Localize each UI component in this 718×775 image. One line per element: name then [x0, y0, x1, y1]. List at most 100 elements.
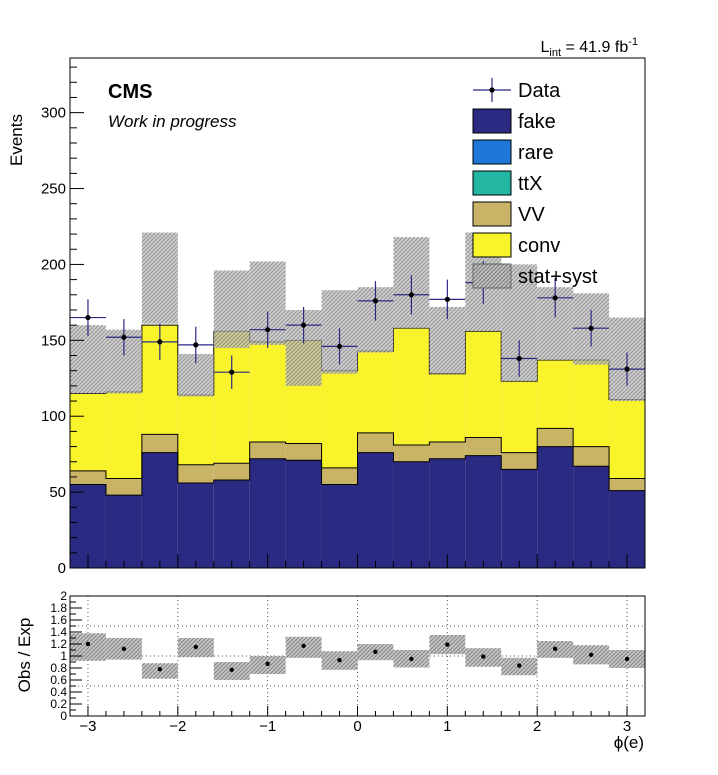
ratio-point-12	[517, 663, 522, 668]
y-tick-label: 300	[41, 105, 66, 122]
bar-fake-3	[177, 483, 214, 568]
bar-vv-8	[357, 432, 394, 453]
ratio-point-11	[481, 654, 486, 659]
legend-label: fake	[518, 111, 556, 133]
legend-data-marker	[489, 87, 495, 93]
bar-conv-13	[537, 360, 574, 429]
legend-swatch-fake	[472, 108, 512, 134]
ratio-point-1	[121, 646, 127, 651]
x-axis-label: ϕ(e)	[614, 733, 644, 752]
legend-label: rare	[518, 142, 554, 164]
legend-label: stat+syst	[518, 266, 598, 288]
bar-fake-8	[357, 452, 394, 568]
bar-fake-9	[393, 461, 430, 568]
ratio-y-tick-label: 1.2	[50, 637, 67, 651]
band-bin-2	[141, 232, 178, 324]
x-tick-label: 1	[443, 718, 451, 735]
ratio-point-4	[229, 667, 234, 672]
ratio-point-3	[193, 644, 198, 650]
bar-conv-3	[177, 394, 214, 465]
legend-label: ttX	[518, 173, 542, 195]
data-point-1	[121, 334, 127, 340]
data-point-3	[193, 342, 199, 348]
bar-vv-5	[249, 442, 286, 459]
bar-conv-9	[393, 328, 430, 446]
bar-vv-3	[177, 464, 214, 483]
bar-fake-11	[465, 455, 502, 568]
data-point-15	[624, 366, 630, 372]
data-point-8	[372, 298, 379, 304]
bar-conv-7	[321, 370, 358, 468]
bar-vv-9	[393, 445, 430, 462]
bar-fake-10	[429, 458, 466, 568]
ratio-point-0	[85, 641, 91, 647]
ratio-y-tick-label: 0.2	[50, 697, 67, 711]
y-axis-label: Events	[7, 114, 26, 166]
data-point-5	[265, 327, 271, 333]
x-tick-label: −1	[259, 718, 276, 735]
bar-vv-1	[105, 478, 142, 496]
bar-vv-13	[537, 428, 574, 447]
ratio-y-tick-label: 1.8	[50, 601, 67, 615]
bar-conv-12	[501, 381, 538, 453]
data-point-12	[516, 355, 522, 362]
work-in-progress-label: Work in progress	[108, 112, 237, 131]
legend-swatch-stat-syst	[472, 263, 512, 289]
bar-fake-7	[321, 484, 358, 568]
x-tick-label: 3	[623, 718, 631, 735]
ratio-y-tick-label: 1.4	[50, 625, 67, 639]
data-point-4	[229, 369, 235, 375]
bar-fake-4	[213, 479, 250, 568]
legend-swatch-vv	[472, 201, 512, 227]
ratio-point-14	[588, 652, 594, 657]
ratio-band-bin-0	[70, 633, 106, 661]
bar-vv-12	[501, 452, 538, 470]
legend-swatch-rare	[472, 139, 512, 165]
ratio-y-tick-label: 2	[60, 589, 67, 603]
legend-label: conv	[518, 235, 560, 257]
ratio-point-13	[552, 646, 558, 651]
bar-vv-11	[465, 437, 502, 456]
y-tick-label: 250	[41, 181, 66, 198]
bar-fake-12	[501, 469, 538, 568]
ratio-point-2	[157, 667, 163, 672]
legend: Data fake rare ttX VV conv stat+syst	[472, 78, 598, 289]
ratio-y-tick-label: 0.6	[50, 673, 67, 687]
bar-vv-7	[321, 467, 358, 485]
band-bin-4	[213, 270, 250, 348]
stack-outline-vv	[70, 427, 645, 479]
cms-label: CMS	[108, 81, 152, 103]
data-point-9	[408, 292, 415, 298]
bar-vv-4	[213, 463, 250, 480]
legend-label: VV	[518, 204, 545, 226]
ratio-y-tick-label: 0	[60, 709, 67, 723]
legend-swatch-ttx	[472, 170, 512, 196]
y-tick-label: 150	[41, 332, 66, 349]
ratio-axes: 00.20.40.60.811.21.41.61.82−3 −2 −1 0 1 2 3	[50, 589, 646, 735]
data-point-7	[336, 343, 343, 349]
bar-conv-8	[357, 350, 394, 433]
ratio-y-tick-label: 0.4	[50, 685, 67, 699]
x-tick-label: 0	[353, 718, 361, 735]
bar-conv-0	[70, 393, 106, 471]
ratio-y-axis-label: Obs / Exp	[15, 618, 34, 693]
y-tick-label: 200	[41, 256, 66, 273]
ratio-point-7	[337, 658, 342, 663]
x-tick-label: 2	[533, 718, 541, 735]
ratio-point-15	[624, 656, 630, 662]
bar-fake-5	[249, 458, 286, 568]
bar-vv-15	[609, 478, 645, 491]
bar-vv-10	[429, 442, 466, 459]
x-tick-label: −3	[79, 718, 96, 735]
bar-fake-2	[141, 452, 178, 568]
ratio-y-tick-label: 0.8	[50, 661, 67, 675]
ratio-y-tick-label: 1.6	[50, 613, 67, 627]
bar-fake-1	[105, 495, 142, 568]
data-point-0	[85, 314, 91, 321]
bar-vv-6	[285, 443, 322, 461]
bar-vv-2	[141, 434, 178, 453]
legend-swatch-conv	[472, 232, 512, 258]
y-tick-label: 50	[49, 484, 66, 501]
